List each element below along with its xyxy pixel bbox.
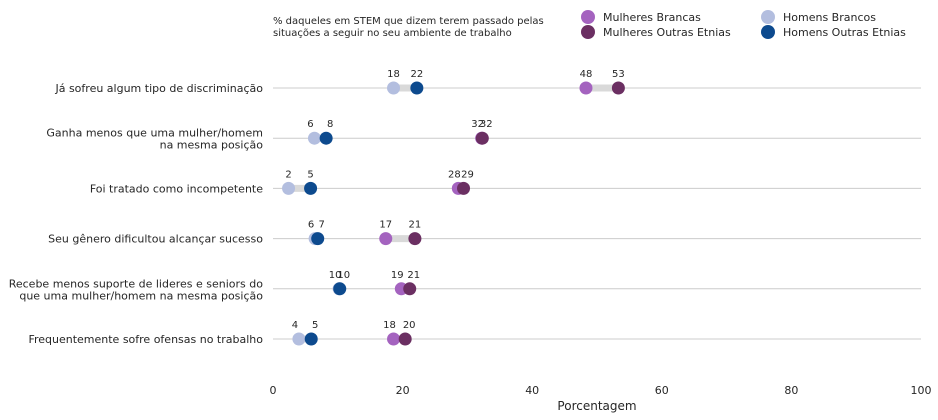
point-mulheres-outras-etnias xyxy=(408,232,422,246)
x-tick-label: 80 xyxy=(784,384,798,397)
point-mulheres-brancas xyxy=(579,81,593,95)
point-homens-brancos xyxy=(307,131,321,145)
data-label-mulheres-outras-etnias: 32 xyxy=(480,119,493,130)
data-label-homens-brancos: 4 xyxy=(292,320,298,331)
data-label-mulheres-brancas: 18 xyxy=(383,320,396,331)
legend-item-homens-brancos: Homens Brancos xyxy=(761,10,876,24)
category-label-line: na mesma posição xyxy=(160,139,264,152)
data-label-homens-outras-etnias: 5 xyxy=(312,320,318,331)
category-label: Seu gênero dificultou alcançar sucesso xyxy=(48,233,263,246)
point-homens-outras-etnias xyxy=(304,332,318,346)
legend-marker-mulheres-outras-etnias xyxy=(581,25,595,39)
legend-marker-homens-outras-etnias xyxy=(761,25,775,39)
category-label-line: Ganha menos que uma mulher/homem xyxy=(46,127,263,140)
category-label-line: Frequentemente sofre ofensas no trabalho xyxy=(28,333,263,346)
legend-label-homens-outras-etnias: Homens Outras Etnias xyxy=(783,25,906,39)
data-label-homens-brancos: 18 xyxy=(387,69,400,80)
point-homens-outras-etnias xyxy=(410,81,424,95)
point-mulheres-outras-etnias xyxy=(398,332,412,346)
data-label-mulheres-brancas: 32 xyxy=(471,119,484,130)
legend-label-mulheres-outras-etnias: Mulheres Outras Etnias xyxy=(603,25,731,39)
category-label: Frequentemente sofre ofensas no trabalho xyxy=(28,333,263,346)
annotation-line-1: % daqueles em STEM que dizem terem passa… xyxy=(273,16,544,27)
point-mulheres-outras-etnias xyxy=(611,81,625,95)
legend-item-mulheres-brancas: Mulheres Brancas xyxy=(581,10,701,24)
legend-marker-homens-brancos xyxy=(761,10,775,24)
data-label-mulheres-outras-etnias: 29 xyxy=(461,169,474,180)
data-label-mulheres-outras-etnias: 20 xyxy=(403,320,416,331)
legend-item-mulheres-outras-etnias: Mulheres Outras Etnias xyxy=(581,25,731,39)
data-label-homens-brancos: 10 xyxy=(329,270,342,281)
data-label-mulheres-brancas: 48 xyxy=(580,69,593,80)
x-tick-label: 0 xyxy=(270,384,277,397)
data-label-mulheres-outras-etnias: 21 xyxy=(407,270,420,281)
x-axis-label: Porcentagem xyxy=(557,399,636,413)
category-label: Recebe menos suporte de lideres e senior… xyxy=(9,277,264,302)
legend-label-mulheres-brancas: Mulheres Brancas xyxy=(603,10,701,24)
x-tick-label: 100 xyxy=(911,384,932,397)
data-label-homens-outras-etnias: 7 xyxy=(319,220,325,231)
category-label-line: que uma mulher/homem na mesma posição xyxy=(19,289,263,302)
category-label: Já sofreu algum tipo de discriminação xyxy=(54,82,263,95)
point-mulheres-brancas xyxy=(387,332,401,346)
category-label: Foi tratado como incompetente xyxy=(90,182,263,195)
point-homens-brancos xyxy=(282,181,296,195)
x-tick-label: 40 xyxy=(525,384,539,397)
point-homens-brancos xyxy=(292,332,306,346)
data-label-homens-brancos: 6 xyxy=(307,119,313,130)
data-label-homens-outras-etnias: 22 xyxy=(410,69,423,80)
legend-item-homens-outras-etnias: Homens Outras Etnias xyxy=(761,25,906,39)
data-label-mulheres-outras-etnias: 21 xyxy=(409,220,422,231)
point-mulheres-outras-etnias xyxy=(475,131,489,145)
data-label-mulheres-brancas: 19 xyxy=(391,270,404,281)
data-label-homens-outras-etnias: 5 xyxy=(307,169,313,180)
data-label-mulheres-brancas: 28 xyxy=(448,169,461,180)
point-homens-outras-etnias xyxy=(311,232,325,246)
category-label: Ganha menos que uma mulher/homem na mesma… xyxy=(46,127,263,152)
point-homens-brancos xyxy=(387,81,401,95)
data-label-homens-brancos: 2 xyxy=(285,169,291,180)
point-homens-outras-etnias xyxy=(304,181,318,195)
category-label-line: Recebe menos suporte de lideres e senior… xyxy=(9,277,264,290)
category-label-line: Seu gênero dificultou alcançar sucesso xyxy=(48,233,263,246)
point-mulheres-outras-etnias xyxy=(403,282,417,296)
data-label-homens-outras-etnias: 8 xyxy=(327,119,333,130)
category-label-line: Foi tratado como incompetente xyxy=(90,182,263,195)
point-mulheres-outras-etnias xyxy=(457,181,471,195)
point-homens-outras-etnias xyxy=(319,131,333,145)
point-homens-outras-etnias xyxy=(333,282,347,296)
x-tick-label: 20 xyxy=(396,384,410,397)
legend-label-homens-brancos: Homens Brancos xyxy=(783,10,876,24)
data-label-homens-outras-etnias: 10 xyxy=(337,270,350,281)
data-label-mulheres-outras-etnias: 53 xyxy=(612,69,625,80)
x-tick-label: 60 xyxy=(655,384,669,397)
chart-annotation: % daqueles em STEM que dizem terem passa… xyxy=(273,16,573,40)
annotation-line-2: situações a seguir no seu ambiente de tr… xyxy=(273,28,512,39)
category-label-line: Já sofreu algum tipo de discriminação xyxy=(54,82,263,95)
data-label-mulheres-brancas: 17 xyxy=(379,220,392,231)
point-mulheres-brancas xyxy=(379,232,393,246)
legend-marker-mulheres-brancas xyxy=(581,10,595,24)
data-label-homens-brancos: 6 xyxy=(308,220,314,231)
